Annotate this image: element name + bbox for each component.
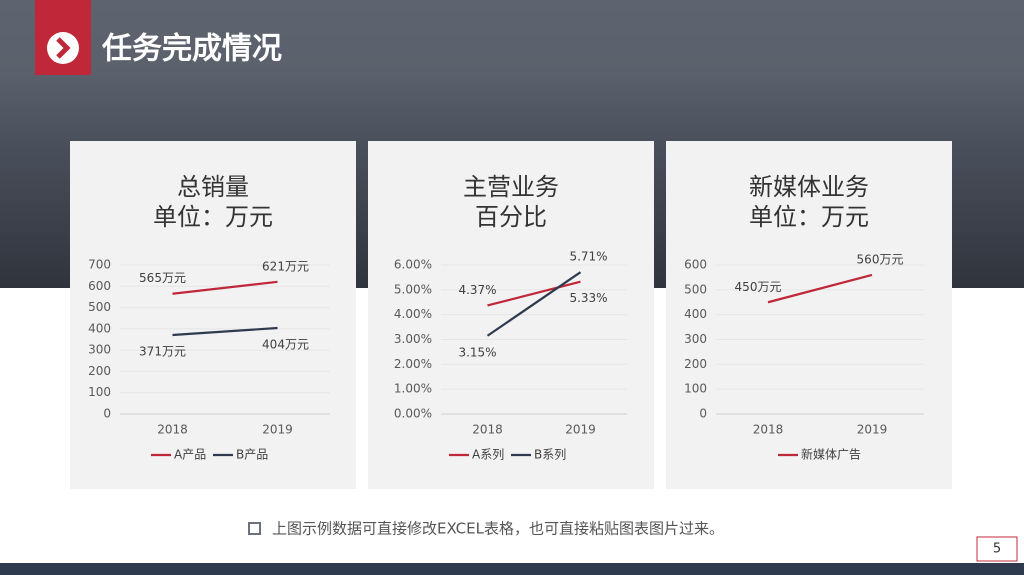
chart-subtitle: 百分比: [475, 203, 547, 231]
y-tick-label: 500: [88, 300, 111, 314]
y-tick-label: 200: [88, 364, 111, 378]
data-label: 450万元: [735, 280, 782, 294]
y-tick-label: 5.00%: [394, 282, 432, 296]
page-number: 5: [993, 542, 1001, 557]
x-tick-label: 2019: [565, 423, 596, 437]
legend-label: 新媒体广告: [801, 447, 861, 462]
y-tick-label: 100: [88, 385, 111, 399]
x-tick-label: 2019: [857, 423, 888, 437]
line: [486, 271, 582, 337]
chart-title: 新媒体业务: [749, 173, 869, 201]
card: [70, 141, 356, 489]
y-tick-label: 600: [684, 258, 707, 272]
chart-subtitle: 单位：万元: [153, 203, 273, 231]
line: [172, 280, 278, 295]
y-tick-label: 1.00%: [394, 382, 432, 396]
page-number-box: [976, 536, 1018, 562]
data-label: 3.15%: [458, 345, 496, 359]
y-tick-label: 0: [699, 407, 707, 421]
y-tick-label: 400: [684, 307, 707, 321]
data-label: 404万元: [262, 338, 309, 352]
note-bullet: [248, 522, 261, 535]
legend-label: B系列: [534, 448, 566, 462]
y-tick-label: 600: [88, 279, 111, 293]
footer-bar: [0, 563, 1024, 575]
line: [487, 280, 581, 307]
chart-title: 主营业务: [463, 173, 559, 201]
legend-label: A系列: [472, 448, 504, 462]
y-tick-label: 2.00%: [394, 357, 432, 371]
header-title: 任务完成情况: [101, 32, 282, 67]
x-tick-label: 2018: [753, 423, 784, 437]
y-tick-label: 0: [103, 407, 111, 421]
line: [767, 273, 873, 304]
x-tick-label: 2018: [472, 423, 503, 437]
y-tick-label: 4.00%: [394, 307, 432, 321]
chart-title: 总销量: [177, 173, 249, 201]
x-tick-label: 2019: [262, 423, 293, 437]
header-icon: [47, 32, 79, 64]
y-tick-label: 6.00%: [394, 258, 432, 272]
data-label: 5.71%: [569, 250, 607, 264]
data-label: 621万元: [262, 259, 309, 273]
y-tick-label: 400: [88, 321, 111, 335]
y-tick-label: 300: [684, 332, 707, 346]
y-tick-label: 3.00%: [394, 332, 432, 346]
data-label: 371万元: [139, 345, 186, 359]
legend-label: A产品: [174, 448, 206, 462]
legend-label: B产品: [236, 448, 268, 462]
header-band: [0, 0, 1024, 75]
data-label: 560万元: [857, 252, 904, 266]
data-label: 5.33%: [569, 291, 607, 305]
chart-subtitle: 单位：万元: [749, 203, 869, 231]
data-label: 565万元: [139, 271, 186, 285]
x-tick-label: 2018: [157, 423, 188, 437]
y-tick-label: 0.00%: [394, 407, 432, 421]
y-tick-label: 300: [88, 343, 111, 357]
header-icon-arrow: [56, 37, 71, 59]
y-tick-label: 100: [684, 382, 707, 396]
y-tick-label: 200: [684, 357, 707, 371]
y-tick-label: 500: [684, 282, 707, 296]
data-label: 4.37%: [458, 283, 496, 297]
y-tick-label: 700: [88, 258, 111, 272]
line: [172, 326, 278, 337]
footer-note: 上图示例数据可直接修改EXCEL表格，也可直接粘贴图表图片过来。: [272, 520, 724, 538]
